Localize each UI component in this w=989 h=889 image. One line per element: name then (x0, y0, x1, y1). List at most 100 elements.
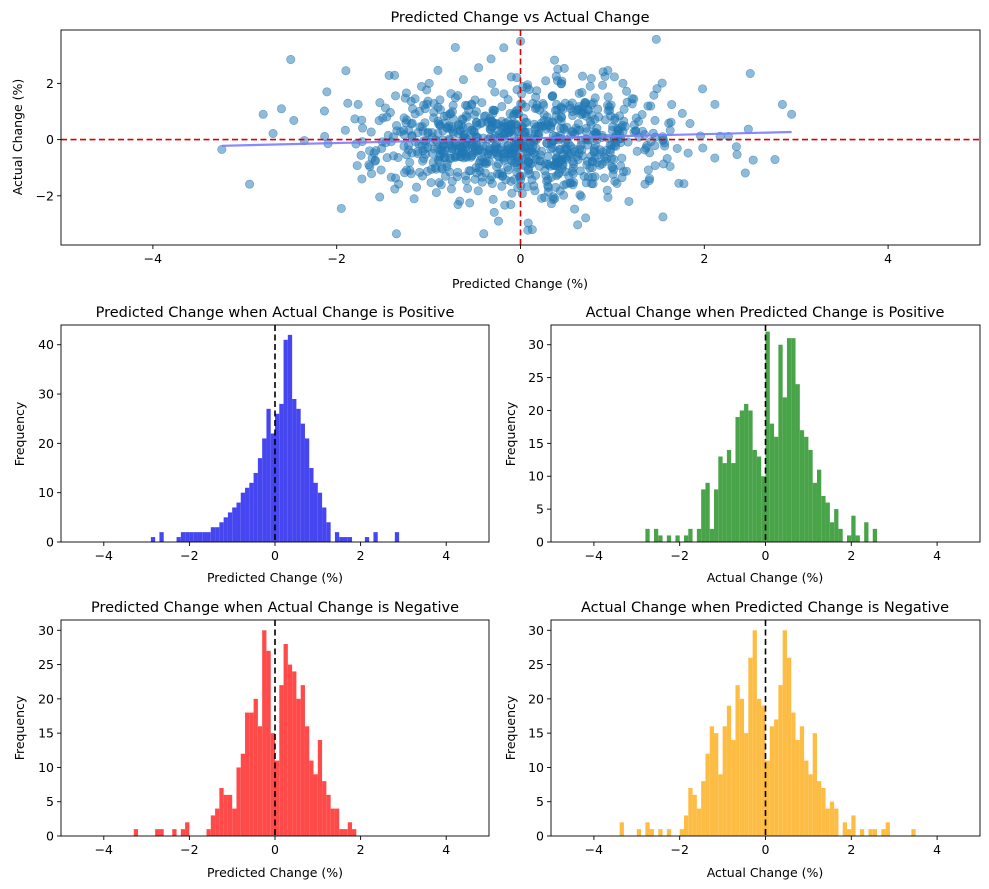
scatter-point (422, 166, 432, 176)
histogram-bar (851, 515, 856, 542)
histogram-bar (330, 808, 335, 836)
scatter-point (357, 174, 367, 184)
histogram-bar (812, 482, 817, 542)
scatter-point (473, 144, 483, 154)
scatter-point (710, 99, 720, 109)
histogram-bar (189, 532, 194, 542)
y-tick-label: −2 (36, 188, 54, 203)
scatter-point (582, 160, 592, 170)
histogram-bar (744, 733, 749, 836)
histogram-bar (275, 760, 280, 836)
histogram-bar (744, 403, 749, 542)
scatter-point (352, 161, 362, 171)
y-tick-label: 30 (528, 337, 544, 352)
plot-area (645, 325, 878, 542)
scatter-point (446, 146, 456, 156)
histogram-bar (296, 408, 301, 542)
scatter-point (358, 123, 368, 133)
scatter-point (375, 192, 385, 202)
scatter-point (553, 169, 563, 179)
histogram-bar (683, 815, 689, 836)
scatter-point (543, 187, 553, 197)
histogram-bar (317, 492, 323, 542)
x-tick-label: −2 (180, 548, 198, 563)
histogram-bar (778, 344, 783, 542)
scatter-point (618, 78, 628, 88)
scatter-point (667, 100, 677, 110)
scatter-point (497, 181, 507, 191)
x-tick-label: −2 (180, 842, 198, 857)
scatter-point (606, 154, 616, 164)
scatter-point (439, 140, 449, 150)
y-tick-label: 20 (38, 436, 54, 451)
scatter-point (551, 111, 561, 121)
scatter-point (461, 175, 471, 185)
scatter-point (433, 65, 443, 75)
histogram-bar (834, 808, 839, 836)
histogram-bar (292, 398, 297, 542)
histogram-bar (851, 815, 856, 836)
histogram-bar (304, 438, 310, 542)
scatter-point (586, 73, 596, 83)
scatter-point (453, 200, 463, 210)
y-tick-label: 15 (38, 726, 54, 741)
histogram-bar (347, 822, 353, 836)
scatter-point (710, 153, 720, 163)
scatter-point (590, 153, 600, 163)
scatter-point (643, 101, 653, 111)
scatter-point (424, 78, 434, 88)
chart-title: Actual Change when Predicted Change is N… (581, 600, 949, 616)
scatter-point (607, 162, 617, 172)
scatter-point (428, 157, 438, 167)
x-tick-label: 4 (442, 548, 450, 563)
scatter-point (488, 105, 498, 115)
histogram-bar (279, 685, 284, 836)
scatter-point (289, 115, 299, 125)
scatter-point (366, 127, 376, 137)
scatter-point (401, 88, 411, 98)
scatter-point (286, 55, 296, 65)
histogram-bar (722, 726, 727, 836)
scatter-point (650, 161, 660, 171)
histogram-bar (658, 535, 663, 542)
scatter-point (559, 63, 569, 73)
scatter-point (523, 218, 533, 228)
scatter-point (603, 92, 613, 102)
scatter-point (446, 109, 456, 119)
histogram-bar (718, 774, 723, 836)
x-tick-label: 0 (517, 251, 525, 266)
scatter-point (550, 55, 560, 65)
scatter-point (529, 119, 539, 129)
histogram-bar (334, 808, 340, 836)
histogram-bar (159, 532, 164, 542)
histogram-bar (864, 522, 869, 542)
histogram-bar (842, 822, 848, 836)
x-tick-label: −4 (585, 548, 603, 563)
x-tick-label: −4 (585, 842, 603, 857)
scatter-point (380, 103, 390, 113)
histogram-bar (326, 794, 331, 836)
y-tick-label: 5 (536, 502, 544, 517)
y-tick-label: 30 (38, 387, 54, 402)
scatter-point (574, 88, 584, 98)
scatter-point (770, 155, 780, 165)
histogram-bar (649, 829, 654, 836)
scatter-point (609, 72, 619, 82)
scatter-point (391, 229, 401, 239)
scatter-point (503, 95, 513, 105)
scatter-point (579, 171, 589, 181)
histogram-bar (765, 760, 770, 836)
scatter-point (456, 143, 466, 153)
histogram-bar (872, 829, 878, 836)
plot-area (619, 620, 916, 836)
scatter-point (426, 178, 436, 188)
scatter-point (777, 99, 787, 109)
histogram-bar (829, 801, 835, 836)
histogram-bar (714, 733, 719, 836)
x-tick-label: 2 (847, 842, 855, 857)
histogram-bar (176, 537, 181, 542)
scatter-point (406, 96, 416, 106)
scatter-point (463, 183, 473, 193)
scatter-point (508, 111, 518, 121)
x-tick-label: 2 (357, 548, 365, 563)
